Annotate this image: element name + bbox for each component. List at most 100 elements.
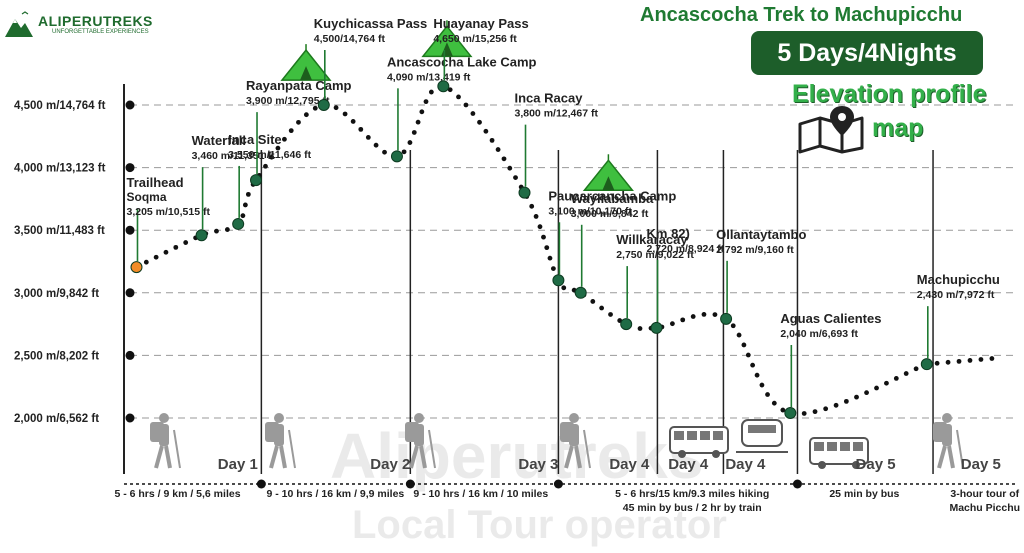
waypoint-name: Willkaracay: [616, 232, 688, 247]
profile-dot: [401, 149, 407, 155]
day-label: Day 2: [370, 456, 410, 473]
waypoint-name: Paucarcancha Camp: [548, 188, 676, 203]
profile-dot: [407, 140, 413, 145]
waypoint-name: Km 82): [647, 226, 690, 241]
profile-dot: [240, 213, 246, 219]
itinerary-stop: [792, 479, 802, 489]
y-tick-dot: [125, 288, 135, 298]
profile-dot: [365, 134, 371, 140]
day-label: Day 5: [856, 456, 896, 473]
trekking-pole: [288, 429, 296, 469]
waypoint-elevation: 2,750 m/9,022 ft: [616, 249, 694, 261]
profile-dot: [463, 102, 469, 108]
profile-dot: [741, 342, 747, 348]
profile-dot: [382, 149, 387, 155]
profile-dot: [701, 312, 707, 317]
hiker-torso: [569, 424, 579, 446]
profile-dot: [173, 244, 179, 250]
hiker-head: [569, 413, 579, 423]
profile-dot: [489, 137, 495, 143]
brand-logo: ALIPERUTREKS UNFORGETTABLE EXPERIENCES: [4, 10, 153, 38]
waypoint-marker: [920, 358, 933, 371]
itinerary-stop: [553, 479, 563, 489]
profile-dot: [754, 372, 760, 378]
hiker-head: [414, 413, 424, 423]
brand-tagline: UNFORGETTABLE EXPERIENCES: [52, 29, 149, 35]
profile-dot: [590, 299, 596, 304]
profile-dot: [423, 99, 429, 105]
waypoint-marker: [552, 274, 565, 287]
profile-dot: [533, 214, 539, 219]
waypoint-name: Trailhead: [126, 175, 183, 190]
waypoint-marker: [574, 286, 587, 299]
bus-window: [674, 431, 684, 440]
profile-dot: [680, 317, 686, 323]
profile-dot: [312, 105, 318, 111]
waypoint-elevation: 4,650 m/15,256 ft: [433, 33, 517, 45]
day-label: Day 5: [961, 456, 1001, 473]
y-tick-label: 4,000 m/13,123 ft: [14, 163, 106, 175]
waypoint-elevation: 4,090 m/13,419 ft: [387, 71, 471, 83]
profile-dot: [812, 409, 818, 415]
camp-tent-icon: [280, 44, 332, 81]
profile-dot: [477, 119, 482, 125]
profile-dot: [750, 362, 756, 368]
watermark-subtext: Local Tour operator: [352, 503, 727, 547]
bus-window: [814, 442, 824, 451]
profile-dot: [245, 191, 251, 197]
hiker-head: [159, 413, 169, 423]
waypoint-marker: [317, 99, 330, 111]
waypoint-name: Kuychicassa Pass: [314, 16, 427, 31]
waypoint-marker: [437, 80, 450, 93]
profile-dot: [801, 411, 807, 416]
bus-wheel: [852, 461, 860, 469]
profile-dot: [913, 366, 919, 372]
waypoint-name: Aguas Calientes: [780, 311, 881, 326]
camp-tent-icon: [582, 154, 634, 192]
hiker-leg: [564, 445, 574, 469]
profile-dot: [483, 128, 489, 134]
profile-dot: [561, 285, 567, 291]
profile-dot: [495, 147, 501, 152]
bus-window: [713, 431, 723, 440]
profile-dot: [447, 87, 453, 93]
trekking-pole: [583, 429, 591, 469]
profile-dot: [934, 360, 940, 366]
y-tick-dot: [125, 163, 135, 173]
profile-dot: [550, 266, 556, 272]
profile-dot: [501, 156, 507, 162]
segment-label: 9 - 10 hrs / 16 km / 10 miles: [413, 488, 548, 500]
duration-badge: 5 Days/4Nights: [751, 31, 983, 75]
profile-dot: [419, 109, 425, 115]
profile-dot: [893, 375, 899, 381]
profile-dot: [224, 227, 230, 232]
profile-dot: [730, 323, 736, 329]
page-title: Ancascocha Trek to Machupicchu: [640, 4, 963, 26]
bus-window: [840, 442, 850, 451]
hiker-leg: [409, 445, 419, 469]
profile-dot: [507, 165, 513, 171]
hiker-icon: [405, 413, 436, 469]
y-tick-label: 4,500 m/14,764 ft: [14, 100, 106, 112]
profile-dot: [275, 145, 281, 151]
segment-label: 25 min by bus: [829, 488, 899, 500]
profile-dot: [214, 228, 219, 234]
profile-dot: [263, 163, 268, 169]
profile-dot: [903, 371, 909, 376]
profile-dot: [637, 326, 643, 331]
profile-dot: [183, 240, 189, 245]
profile-dot: [823, 406, 829, 412]
waypoint-elevation: 3,100 m/10,170 ft: [548, 205, 632, 217]
profile-dot: [547, 255, 553, 261]
tent-door: [602, 176, 615, 191]
waypoint-marker: [620, 318, 633, 331]
bus-window: [827, 442, 837, 451]
bus-window: [687, 431, 697, 440]
waypoint-name: Inca Racay: [515, 91, 584, 106]
waypoint-marker: [390, 150, 403, 163]
profile-dot: [153, 254, 159, 260]
profile-dot: [529, 203, 535, 209]
waypoint-elevation: 3,460 m/11,351 ft: [192, 150, 275, 162]
profile-dot: [978, 357, 984, 362]
